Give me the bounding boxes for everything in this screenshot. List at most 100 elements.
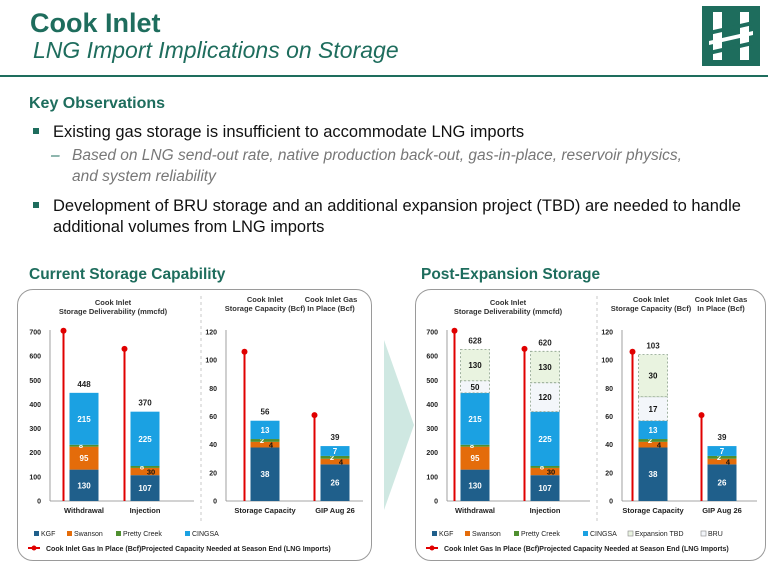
data-label: 130 — [538, 363, 552, 372]
bar-segment-cingsa — [250, 420, 280, 440]
data-label: 50 — [471, 383, 480, 392]
legend-swatch-kgf — [432, 531, 437, 536]
bar-segment-cingsa — [707, 446, 737, 456]
legend-label: KGF — [439, 531, 453, 538]
y-tick-label: 100 — [205, 358, 217, 365]
legend-swatch-cingsa — [185, 531, 190, 536]
bar-segment-pretty-creek — [250, 439, 280, 442]
bar-segment-cingsa — [320, 446, 350, 456]
legend-label: Pretty Creek — [123, 531, 162, 538]
y-tick-label: 700 — [426, 330, 438, 337]
page-title: Cook Inlet — [30, 8, 161, 38]
legend-swatch-pretty-creek — [116, 531, 121, 536]
chart-title: In Place (Bcf) — [307, 304, 355, 313]
chart-title: Storage Capacity (Bcf) — [611, 304, 692, 313]
legend-label: KGF — [41, 531, 55, 538]
observation-sub-bullet-text: Based on LNG send-out rate, native produ… — [72, 147, 682, 185]
bar-segment-expansion-tbd — [638, 354, 668, 398]
x-category-label: Withdrawal — [455, 506, 495, 515]
y-tick-label: 120 — [601, 330, 613, 337]
data-label: 4 — [269, 441, 274, 450]
legend-marker-label: Cook Inlet Gas In Place (Bcf)Projected C… — [444, 546, 729, 553]
data-label: 225 — [538, 435, 552, 444]
bar-segment-bru — [460, 380, 490, 394]
total-label: 56 — [261, 408, 270, 417]
bar-segment-kgf — [460, 469, 490, 501]
bar-segment-kgf — [530, 475, 560, 501]
total-label: 620 — [538, 338, 552, 347]
chart-title: Cook Inlet — [633, 295, 670, 304]
x-category-label: Storage Capacity — [622, 506, 684, 515]
data-label: 4 — [657, 441, 662, 450]
gas-in-place-marker-dot — [241, 348, 248, 355]
data-label: 4 — [339, 458, 344, 467]
total-label: 103 — [646, 342, 660, 351]
legend-swatch-pretty-creek — [514, 531, 519, 536]
bar-segment-pretty-creek — [130, 465, 160, 468]
bar-segment-kgf — [707, 464, 737, 501]
data-label: 17 — [649, 405, 658, 414]
chart-panel-current: 0 100 200 300 400 500 600 700 Cook Inlet Storage … — [17, 289, 372, 561]
page-subtitle: LNG Import Implications on Storage — [33, 37, 399, 63]
y-tick-label: 300 — [29, 426, 41, 433]
bar-segment-pretty-creek — [69, 444, 99, 447]
chart-panel-post: 0 100 200 300 400 500 600 700 Cook Inlet Storage … — [415, 289, 766, 561]
data-label: 30 — [547, 468, 555, 477]
legend-label: Expansion TBD — [635, 531, 684, 538]
bar-segment-cingsa — [530, 411, 560, 466]
legend-label: Swanson — [472, 531, 501, 538]
data-label: 2 — [717, 453, 721, 462]
data-label: 130 — [77, 481, 91, 490]
y-tick-label: 500 — [426, 378, 438, 385]
bar-segment-swanson — [530, 467, 560, 476]
legend-swatch-cingsa — [583, 531, 588, 536]
bar-segment-cingsa — [638, 420, 668, 440]
bar-segment-pretty-creek — [707, 455, 737, 459]
section-title-post: Post-Expansion Storage — [421, 266, 601, 283]
observation-bullet-2-text: Development of BRU storage and an additi… — [53, 197, 741, 236]
bar-segment-kgf — [320, 464, 350, 501]
y-tick-label: 200 — [29, 450, 41, 457]
legend-label: Pretty Creek — [521, 531, 560, 538]
chart-title: Cook Inlet — [95, 298, 132, 307]
data-label: 8 — [470, 441, 474, 450]
x-category-label: Storage Capacity — [234, 506, 296, 515]
y-tick-label: 0 — [434, 499, 438, 506]
data-label: 215 — [77, 415, 91, 424]
total-label: 39 — [331, 433, 340, 442]
chart-title: Cook Inlet — [247, 295, 284, 304]
company-logo — [702, 6, 760, 66]
bar-segment-swanson — [250, 441, 280, 448]
y-tick-label: 0 — [213, 499, 217, 506]
y-tick-label: 600 — [29, 354, 41, 361]
y-tick-label: 200 — [426, 450, 438, 457]
legend-swatch-swanson — [465, 531, 470, 536]
data-label: 95 — [471, 454, 480, 463]
legend-marker-dot — [429, 545, 435, 551]
data-label: 30 — [649, 372, 658, 381]
bar-segment-expansion-tbd — [460, 348, 490, 382]
legend-label: CINGSA — [192, 531, 219, 538]
y-tick-label: 40 — [605, 442, 613, 449]
chart-title: Storage Deliverability (mmcfd) — [454, 307, 563, 316]
y-tick-label: 60 — [605, 414, 613, 421]
data-label: 107 — [138, 484, 152, 493]
bar-segment-bru — [530, 382, 560, 413]
legend-label: BRU — [708, 531, 723, 538]
y-tick-label: 100 — [29, 474, 41, 481]
bar-segment-cingsa — [69, 392, 99, 445]
legend-swatch-expansion-tbd — [627, 530, 634, 537]
bar-segment-swanson — [460, 446, 490, 470]
legend-swatch-swanson — [67, 531, 72, 536]
bar-segment-bru — [638, 396, 668, 422]
gas-in-place-marker-dot — [60, 327, 67, 334]
bar-segment-kgf — [638, 447, 668, 501]
data-label: 107 — [538, 484, 552, 493]
bar-segment-kgf — [69, 469, 99, 501]
legend-swatch-bru — [700, 530, 707, 537]
legend-marker-label: Cook Inlet Gas In Place (Bcf)Projected C… — [46, 546, 331, 553]
bar-segment-pretty-creek — [638, 439, 668, 442]
legend-marker-dot — [31, 545, 37, 551]
